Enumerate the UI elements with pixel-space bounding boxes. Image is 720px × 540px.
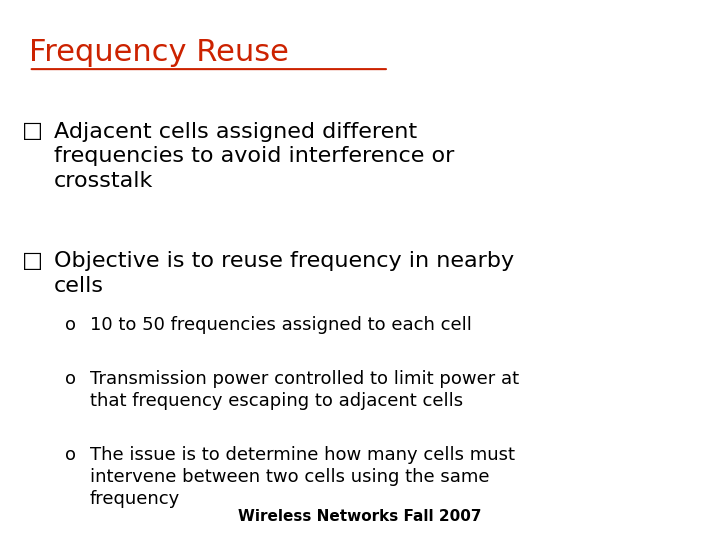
Text: o: o <box>65 316 76 334</box>
Text: Wireless Networks Fall 2007: Wireless Networks Fall 2007 <box>238 509 482 524</box>
Text: Adjacent cells assigned different
frequencies to avoid interference or
crosstalk: Adjacent cells assigned different freque… <box>54 122 454 191</box>
Text: o: o <box>65 370 76 388</box>
Text: Frequency Reuse: Frequency Reuse <box>29 38 289 67</box>
Text: o: o <box>65 446 76 463</box>
Text: The issue is to determine how many cells must
intervene between two cells using : The issue is to determine how many cells… <box>90 446 515 508</box>
Text: □: □ <box>22 251 42 271</box>
Text: Transmission power controlled to limit power at
that frequency escaping to adjac: Transmission power controlled to limit p… <box>90 370 519 410</box>
Text: □: □ <box>22 122 42 141</box>
Text: 10 to 50 frequencies assigned to each cell: 10 to 50 frequencies assigned to each ce… <box>90 316 472 334</box>
Text: Objective is to reuse frequency in nearby
cells: Objective is to reuse frequency in nearb… <box>54 251 514 296</box>
